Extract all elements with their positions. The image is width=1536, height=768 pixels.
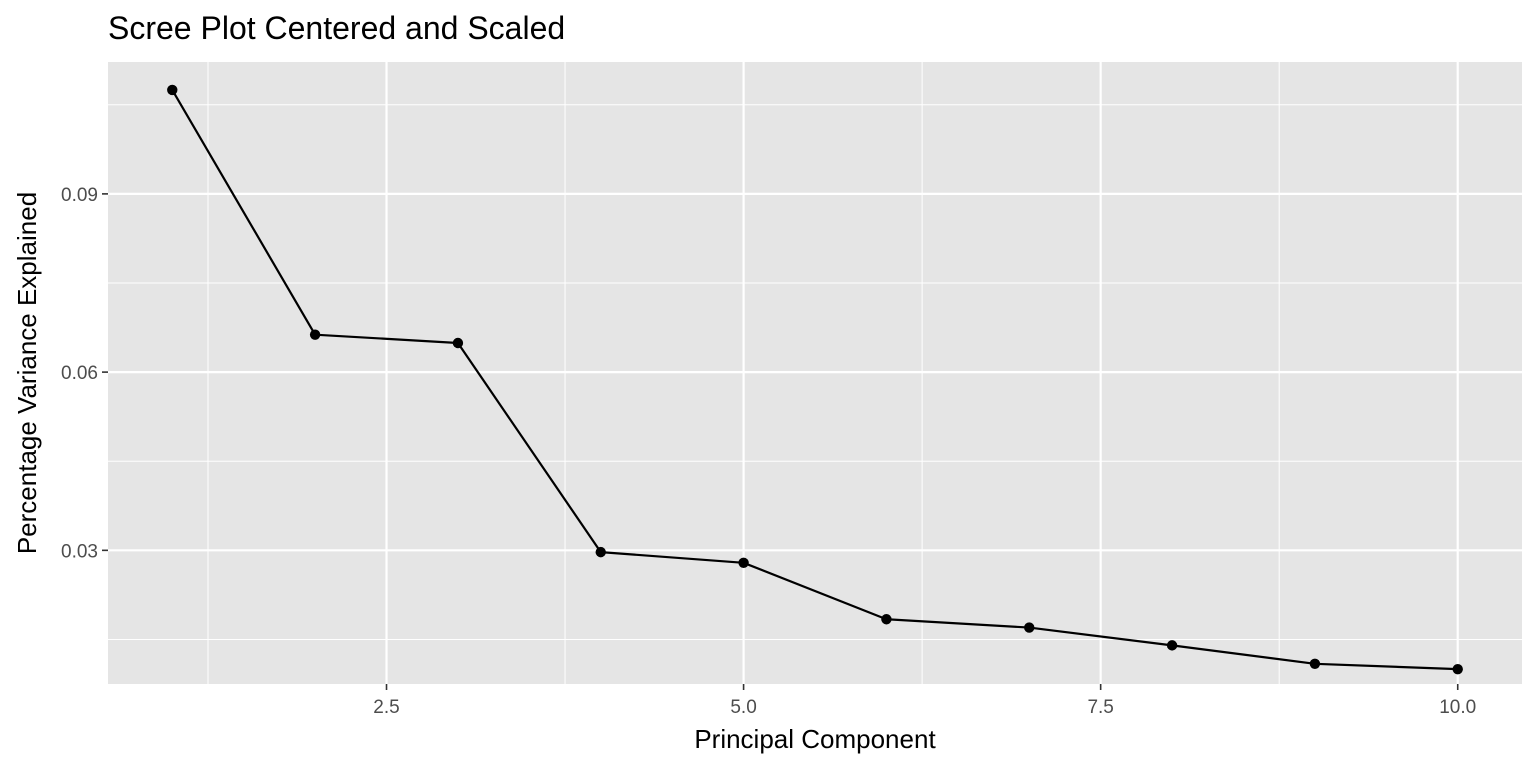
data-point-pc-6 [881,614,892,625]
x-axis-title: Principal Component [694,724,936,754]
major-gridlines [108,62,1522,684]
data-point-pc-8 [1166,640,1178,651]
series-layer [171,89,1458,671]
y-tick-label: 0.06 [61,363,98,384]
data-point-pc-4 [595,546,606,558]
data-point-pc-7 [1024,622,1035,633]
data-point-pc-1 [167,84,178,96]
data-point-pc-10 [1452,663,1463,675]
data-point-pc-3 [452,337,464,349]
data-point-pc-2 [309,329,321,340]
series-line [171,89,1458,671]
x-tick-label: 5.0 [730,697,756,718]
data-point-pc-9 [1309,658,1321,670]
y-axis: 0.03 0.06 0.09 [61,185,108,562]
y-tick-label: 0.09 [61,185,98,206]
data-point-pc-5 [738,557,749,569]
x-axis: 2.5 5.0 7.5 10.0 [373,684,1476,718]
x-tick-label: 10.0 [1439,697,1476,718]
x-tick-label: 2.5 [373,697,399,718]
y-axis-title: Percentage Variance Explained [12,192,42,554]
x-tick-label: 7.5 [1087,697,1113,718]
chart-title: Scree Plot Centered and Scaled [108,10,565,46]
y-tick-label: 0.03 [61,541,98,562]
data-points [167,84,1463,675]
